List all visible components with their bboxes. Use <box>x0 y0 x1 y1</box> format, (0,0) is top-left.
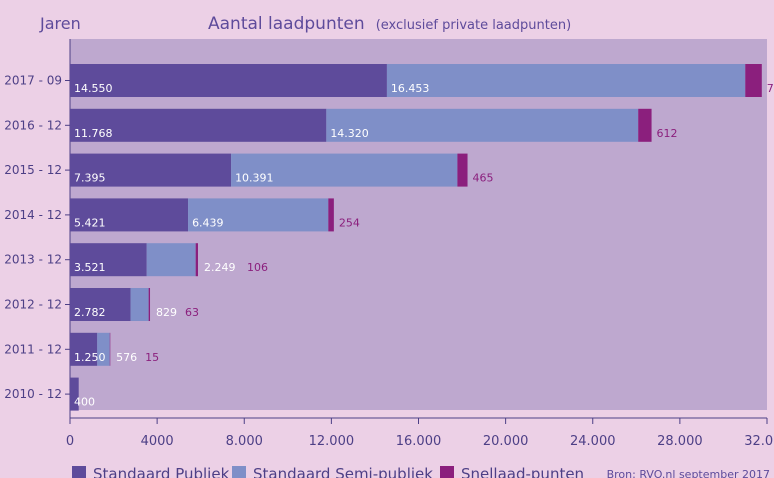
legend: Standaard Publiek Standaard Semi-publiek S… <box>72 465 584 478</box>
data-label: 11.768 <box>74 127 113 140</box>
x-tick-label: 4000 <box>141 434 174 449</box>
legend-label: Standaard Publiek <box>93 465 230 478</box>
data-label: 5.421 <box>74 216 106 229</box>
data-label: 16.453 <box>391 82 430 95</box>
bar-segment <box>149 288 150 321</box>
legend-swatch <box>72 466 86 478</box>
bar-segment <box>326 109 638 142</box>
data-label: 6.439 <box>192 216 224 229</box>
data-label: 15 <box>145 351 159 364</box>
bar-segment <box>196 243 198 276</box>
source-note: Bron: RVO.nl september 2017 <box>607 468 770 478</box>
legend-label: Snellaad-punten <box>461 465 584 478</box>
data-label: 7.395 <box>74 172 106 185</box>
data-label: 14.550 <box>74 82 113 95</box>
x-tick-label: 32.000 <box>744 434 774 449</box>
bar-segment <box>110 333 111 366</box>
bar-segment <box>328 198 334 231</box>
x-tick-label: 0 <box>66 434 74 449</box>
chart-title-main: Aantal laadpunten <box>208 14 365 34</box>
category-label: 2012 - 12 <box>4 298 62 312</box>
x-tick-label: 20.000 <box>483 434 529 449</box>
x-tick-label: 28.000 <box>657 434 703 449</box>
bar-segment <box>70 64 387 97</box>
category-label: 2017 - 09 <box>4 74 62 88</box>
legend-swatch <box>232 466 246 478</box>
data-label: 3.521 <box>74 261 106 274</box>
data-label: 254 <box>339 216 360 229</box>
bar-segment <box>131 288 149 321</box>
x-tick-label: 8.000 <box>226 434 263 449</box>
bar-segment <box>745 64 762 97</box>
legend-swatch <box>440 466 454 478</box>
data-label: 829 <box>156 306 177 319</box>
data-label: 1.250 <box>74 351 106 364</box>
data-label: 576 <box>116 351 137 364</box>
x-tick-label: 16.000 <box>396 434 442 449</box>
category-label: 2010 - 12 <box>4 387 62 401</box>
x-tick-label: 12.000 <box>309 434 355 449</box>
bar-segment <box>457 154 467 187</box>
y-axis-title: Jaren <box>39 14 81 33</box>
category-label: 2016 - 12 <box>4 118 62 132</box>
data-label: 63 <box>185 306 199 319</box>
data-label: 2.782 <box>74 306 106 319</box>
bar-segment <box>147 243 196 276</box>
x-tick-label: 24.000 <box>570 434 616 449</box>
bar-segment <box>387 64 745 97</box>
data-label: 612 <box>657 127 678 140</box>
bar-segment <box>638 109 651 142</box>
data-label: 14.320 <box>330 127 369 140</box>
data-label: 10.391 <box>235 172 273 185</box>
category-label: 2013 - 12 <box>4 253 62 267</box>
data-label: 400 <box>74 396 95 409</box>
data-label: 758 <box>767 82 774 95</box>
category-label: 2011 - 12 <box>4 342 62 356</box>
category-label: 2015 - 12 <box>4 163 62 177</box>
legend-label: Standaard Semi-publiek <box>253 465 433 478</box>
data-label: 465 <box>473 172 494 185</box>
chart-subtitle: (exclusief private laadpunten) <box>376 18 571 33</box>
category-label: 2014 - 12 <box>4 208 62 222</box>
data-label: 106 <box>247 261 268 274</box>
data-label: 2.249 <box>204 261 236 274</box>
